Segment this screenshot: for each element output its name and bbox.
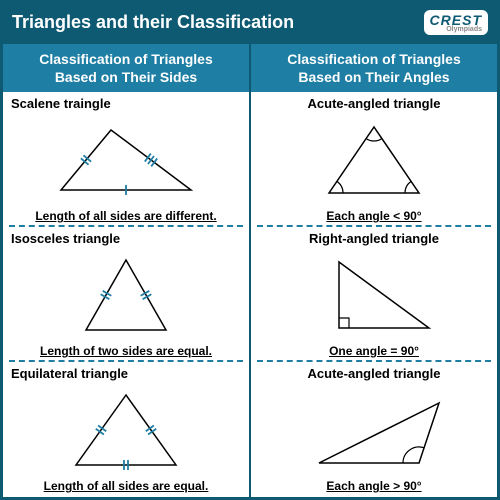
page-title: Triangles and their Classification: [12, 12, 294, 33]
column-sides: Classification of Triangles Based on The…: [2, 43, 250, 498]
triangle-name: Acute-angled triangle: [259, 366, 489, 381]
triangle-desc: One angle = 90°: [259, 344, 489, 358]
col-header-line1: Classification of Triangles: [39, 51, 213, 67]
triangle-name: Scalene traingle: [11, 96, 241, 111]
triangle-desc: Length of all sides are different.: [11, 209, 241, 223]
triangle-desc: Length of two sides are equal.: [11, 344, 241, 358]
triangle-diagram: [259, 111, 489, 209]
col-header-line2: Based on Their Sides: [55, 69, 197, 85]
column-angles-header: Classification of Triangles Based on The…: [251, 44, 497, 92]
triangle-name: Acute-angled triangle: [259, 96, 489, 111]
cell-scalene: Scalene traingle Length of all sides are…: [3, 92, 249, 227]
col-header-line2: Based on Their Angles: [298, 69, 449, 85]
triangle-name: Equilateral triangle: [11, 366, 241, 381]
cell-obtuse: Acute-angled triangle Each angle > 90°: [251, 362, 497, 497]
columns-wrap: Classification of Triangles Based on The…: [2, 43, 498, 498]
triangle-desc: Each angle > 90°: [259, 479, 489, 493]
cell-isosceles: Isosceles triangle Length of two sides a…: [3, 227, 249, 362]
col-header-line1: Classification of Triangles: [287, 51, 461, 67]
column-angles: Classification of Triangles Based on The…: [250, 43, 498, 498]
triangle-name: Right-angled triangle: [259, 231, 489, 246]
title-bar: Triangles and their Classification CREST…: [2, 2, 498, 43]
cell-equilateral: Equilateral triangle Length of all sides…: [3, 362, 249, 497]
triangle-diagram: [11, 246, 241, 344]
triangle-desc: Length of all sides are equal.: [11, 479, 241, 493]
triangle-diagram: [11, 381, 241, 479]
triangle-diagram: [11, 111, 241, 209]
triangle-name: Isosceles triangle: [11, 231, 241, 246]
triangle-diagram: [259, 381, 489, 479]
column-sides-header: Classification of Triangles Based on The…: [3, 44, 249, 92]
cell-acute: Acute-angled triangle Each angle < 90°: [251, 92, 497, 227]
triangle-diagram: [259, 246, 489, 344]
infographic-frame: Triangles and their Classification CREST…: [0, 0, 500, 500]
logo: CREST Olympiads: [424, 10, 488, 35]
triangle-desc: Each angle < 90°: [259, 209, 489, 223]
cell-right: Right-angled triangle One angle = 90°: [251, 227, 497, 362]
